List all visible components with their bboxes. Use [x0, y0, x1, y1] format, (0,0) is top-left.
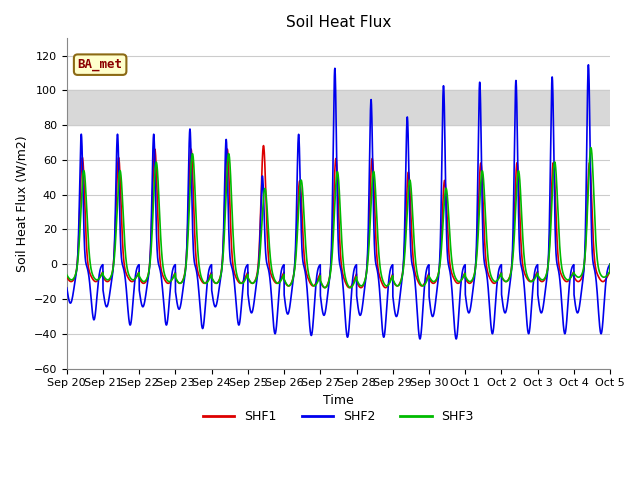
SHF2 — [606, 261, 614, 267]
Legend: SHF1, SHF2, SHF3: SHF1, SHF2, SHF3 — [198, 406, 479, 428]
Y-axis label: Soil Heat Flux (W/m2): Soil Heat Flux (W/m2) — [15, 135, 28, 272]
Line: SHF3: SHF3 — [67, 148, 610, 288]
Bar — [67, 90, 610, 125]
SHF2 — [63, 285, 70, 291]
SHF1 — [492, 280, 499, 286]
SHF1 — [260, 143, 268, 148]
SHF2 — [491, 308, 499, 313]
SHF3 — [63, 272, 70, 278]
Title: Soil Heat Flux: Soil Heat Flux — [286, 15, 391, 30]
SHF1 — [431, 280, 438, 286]
SHF1 — [346, 285, 353, 290]
SHF3 — [318, 281, 326, 287]
SHF2 — [318, 306, 326, 312]
SHF1 — [606, 269, 614, 275]
Line: SHF2: SHF2 — [67, 65, 610, 339]
SHF1 — [460, 271, 468, 277]
SHF3 — [491, 279, 499, 285]
SHF3 — [606, 261, 614, 267]
SHF2 — [161, 310, 168, 315]
SHF1 — [161, 276, 168, 282]
SHF3 — [606, 269, 614, 275]
SHF3 — [161, 271, 168, 276]
SHF2 — [584, 62, 592, 68]
SHF1 — [606, 261, 614, 267]
SHF3 — [460, 273, 468, 278]
SHF2 — [460, 263, 468, 269]
SHF3 — [587, 145, 595, 151]
Line: SHF1: SHF1 — [67, 145, 610, 288]
X-axis label: Time: Time — [323, 394, 354, 407]
SHF2 — [452, 336, 460, 342]
SHF3 — [430, 278, 438, 284]
SHF3 — [347, 285, 355, 290]
SHF1 — [318, 282, 326, 288]
SHF2 — [430, 310, 438, 316]
SHF1 — [63, 274, 70, 280]
SHF2 — [606, 262, 614, 268]
Text: BA_met: BA_met — [77, 58, 123, 71]
